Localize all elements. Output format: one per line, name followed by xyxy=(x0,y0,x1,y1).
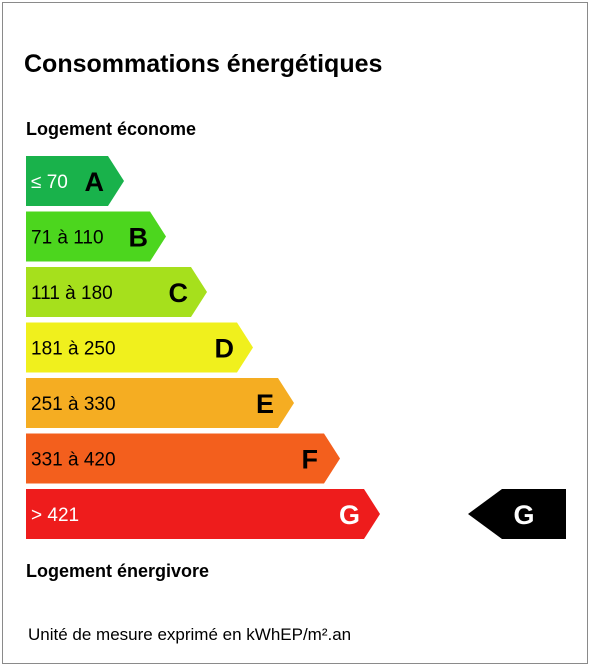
energy-class-e: 251 à 330 E xyxy=(26,378,294,428)
class-bar xyxy=(26,156,124,206)
class-letter: B xyxy=(129,223,149,253)
class-bar xyxy=(26,211,166,262)
class-bar xyxy=(26,267,207,317)
unit-note: Unité de mesure exprimé en kWhEP/m².an xyxy=(28,625,352,644)
class-range-label: 181 à 250 xyxy=(31,339,116,360)
current-class-indicator: G xyxy=(468,489,566,539)
class-letter: D xyxy=(215,334,235,364)
class-letter: C xyxy=(169,278,189,308)
class-letter: G xyxy=(339,500,360,530)
energy-class-f: 331 à 420 F xyxy=(26,433,340,484)
energy-class-c: 111 à 180 C xyxy=(26,267,207,317)
class-letter: A xyxy=(85,167,105,197)
page-title: Consommations énergétiques xyxy=(24,50,383,78)
class-range-label: 71 à 110 xyxy=(31,228,104,249)
class-bar xyxy=(26,378,294,428)
class-bar xyxy=(26,433,340,484)
energy-class-g: > 421 G xyxy=(26,489,380,539)
energy-class-d: 181 à 250 D xyxy=(26,322,253,373)
class-bar xyxy=(26,322,253,373)
class-bar xyxy=(26,489,380,539)
class-range-label: 251 à 330 xyxy=(31,394,116,415)
class-range-label: 331 à 420 xyxy=(31,450,116,471)
class-letter: E xyxy=(256,389,274,419)
label-energy-intensive: Logement énergivore xyxy=(26,561,210,581)
energy-class-b: 71 à 110 B xyxy=(26,211,166,262)
class-range-label: 111 à 180 xyxy=(31,283,113,304)
class-range-label: ≤ 70 xyxy=(31,172,68,193)
indicator-letter: G xyxy=(513,500,534,530)
indicator-arrow xyxy=(468,489,566,539)
energy-class-a: ≤ 70 A xyxy=(26,156,124,206)
label-economical: Logement économe xyxy=(26,119,197,139)
class-letter: F xyxy=(302,445,319,475)
class-range-label: > 421 xyxy=(31,505,79,526)
